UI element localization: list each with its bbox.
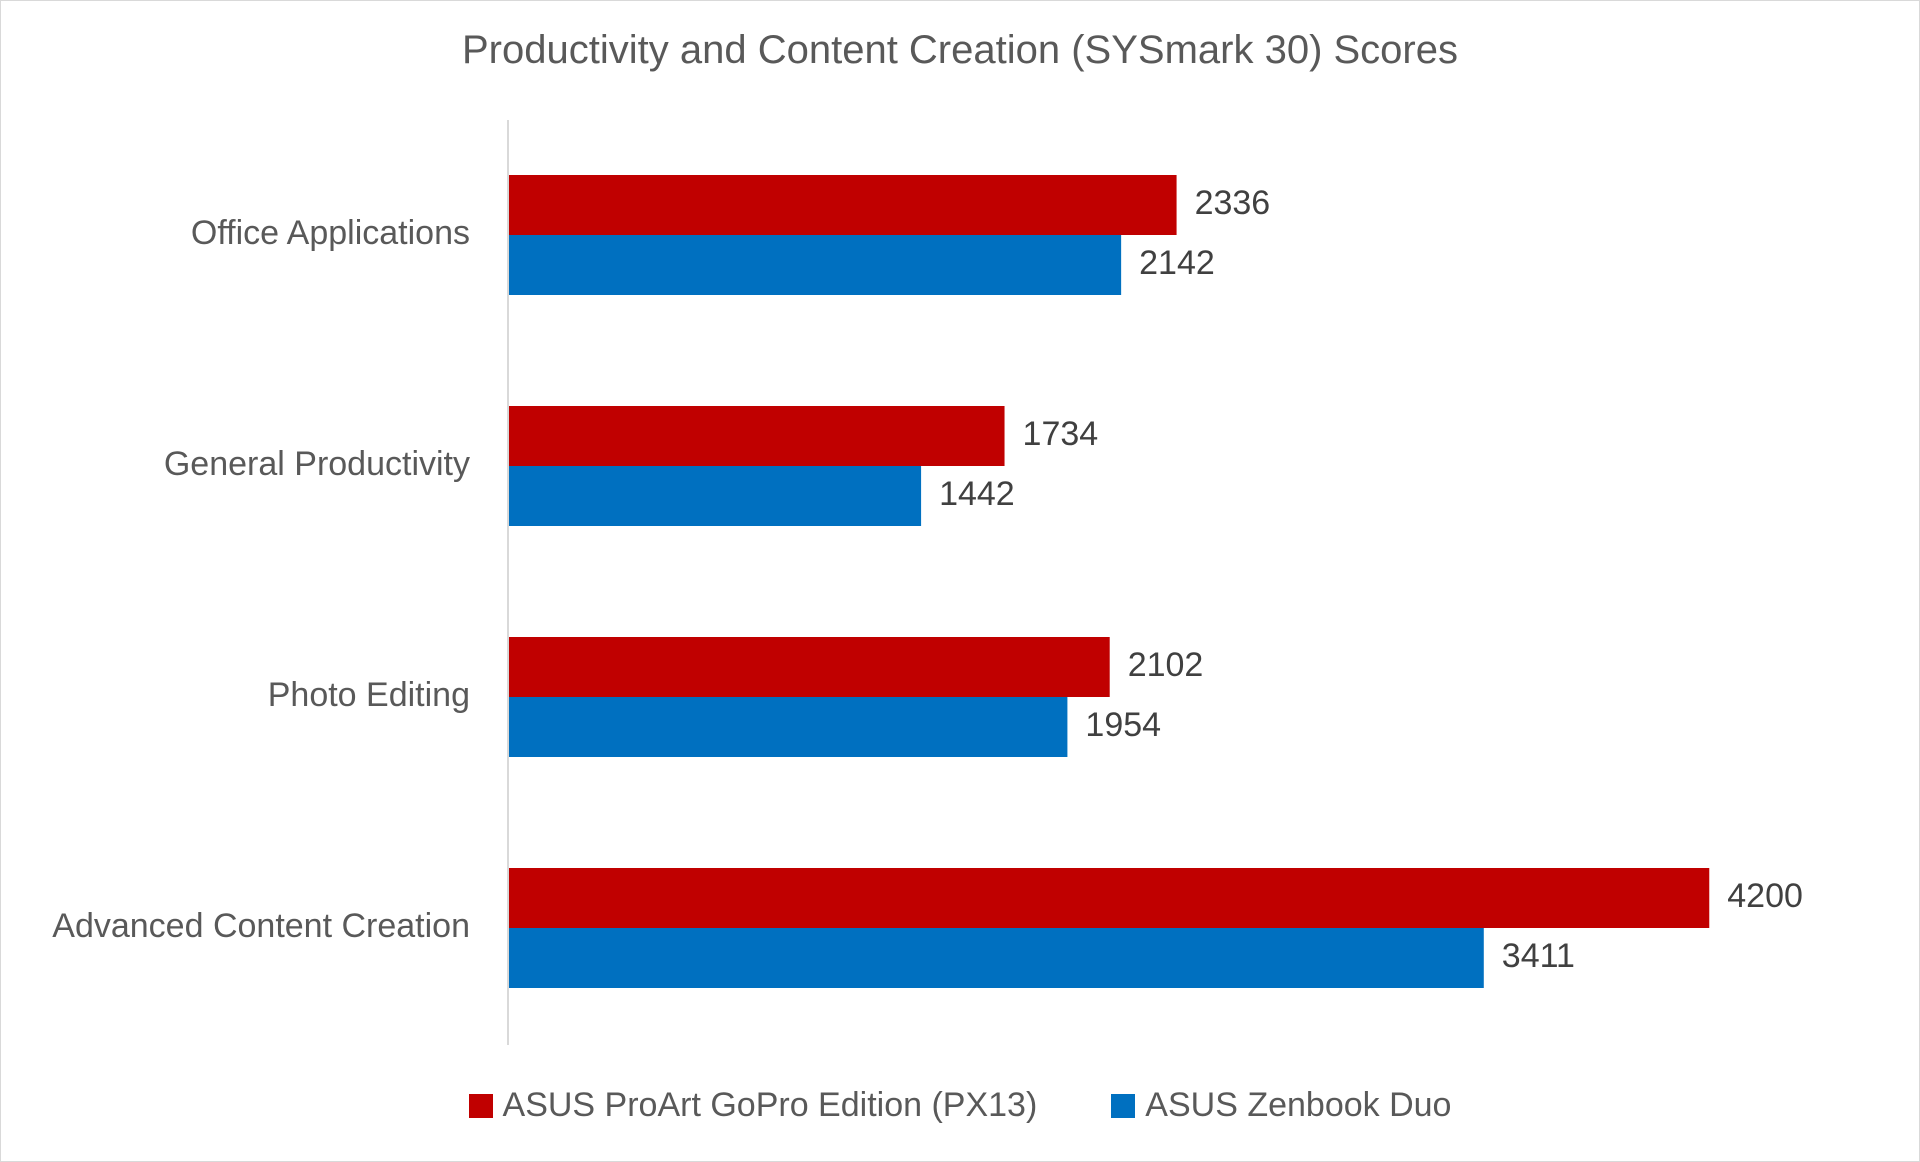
value-label-asus-zenbook-duo-photo-editing: 1954 [1085, 706, 1161, 744]
bar-asus-zenbook-duo-general-productivity [509, 466, 922, 526]
value-label-asus-proart-gopro-edition-px13-photo-editing: 2102 [1128, 646, 1204, 684]
category-label-photo-editing: Photo Editing [268, 676, 470, 714]
legend-label-zenbook: ASUS Zenbook Duo [1145, 1086, 1452, 1124]
value-label-asus-proart-gopro-edition-px13-office-applications: 2336 [1195, 184, 1271, 222]
bar-asus-proart-gopro-edition-px13-photo-editing [509, 637, 1110, 697]
value-label-asus-proart-gopro-edition-px13-advanced-content-creation: 4200 [1727, 877, 1803, 915]
bar-asus-zenbook-duo-office-applications [509, 235, 1122, 295]
value-label-asus-proart-gopro-edition-px13-general-productivity: 1734 [1023, 415, 1099, 453]
legend-swatch-proart [468, 1093, 493, 1118]
value-label-asus-zenbook-duo-office-applications: 2142 [1139, 244, 1215, 282]
bar-asus-zenbook-duo-photo-editing [509, 697, 1068, 757]
category-label-office-applications: Office Applications [191, 214, 470, 252]
chart-title: Productivity and Content Creation (SYSma… [462, 28, 1458, 72]
value-label-asus-zenbook-duo-general-productivity: 1442 [939, 475, 1015, 513]
legend-label-proart: ASUS ProArt GoPro Edition (PX13) [502, 1086, 1038, 1124]
bar-asus-proart-gopro-edition-px13-general-productivity [509, 406, 1005, 466]
chart-legend: ASUS ProArt GoPro Edition (PX13) ASUS Ze… [0, 1086, 1920, 1125]
category-label-advanced-content-creation: Advanced Content Creation [52, 907, 470, 945]
bar-asus-zenbook-duo-advanced-content-creation [509, 928, 1484, 988]
legend-item-zenbook: ASUS Zenbook Duo [1111, 1086, 1451, 1125]
bar-asus-proart-gopro-edition-px13-advanced-content-creation [509, 868, 1710, 928]
value-label-asus-zenbook-duo-advanced-content-creation: 3411 [1502, 937, 1575, 975]
category-label-general-productivity: General Productivity [164, 445, 470, 483]
legend-item-proart: ASUS ProArt GoPro Edition (PX13) [468, 1086, 1038, 1125]
bar-asus-proart-gopro-edition-px13-office-applications [509, 175, 1177, 235]
legend-swatch-zenbook [1111, 1093, 1136, 1118]
